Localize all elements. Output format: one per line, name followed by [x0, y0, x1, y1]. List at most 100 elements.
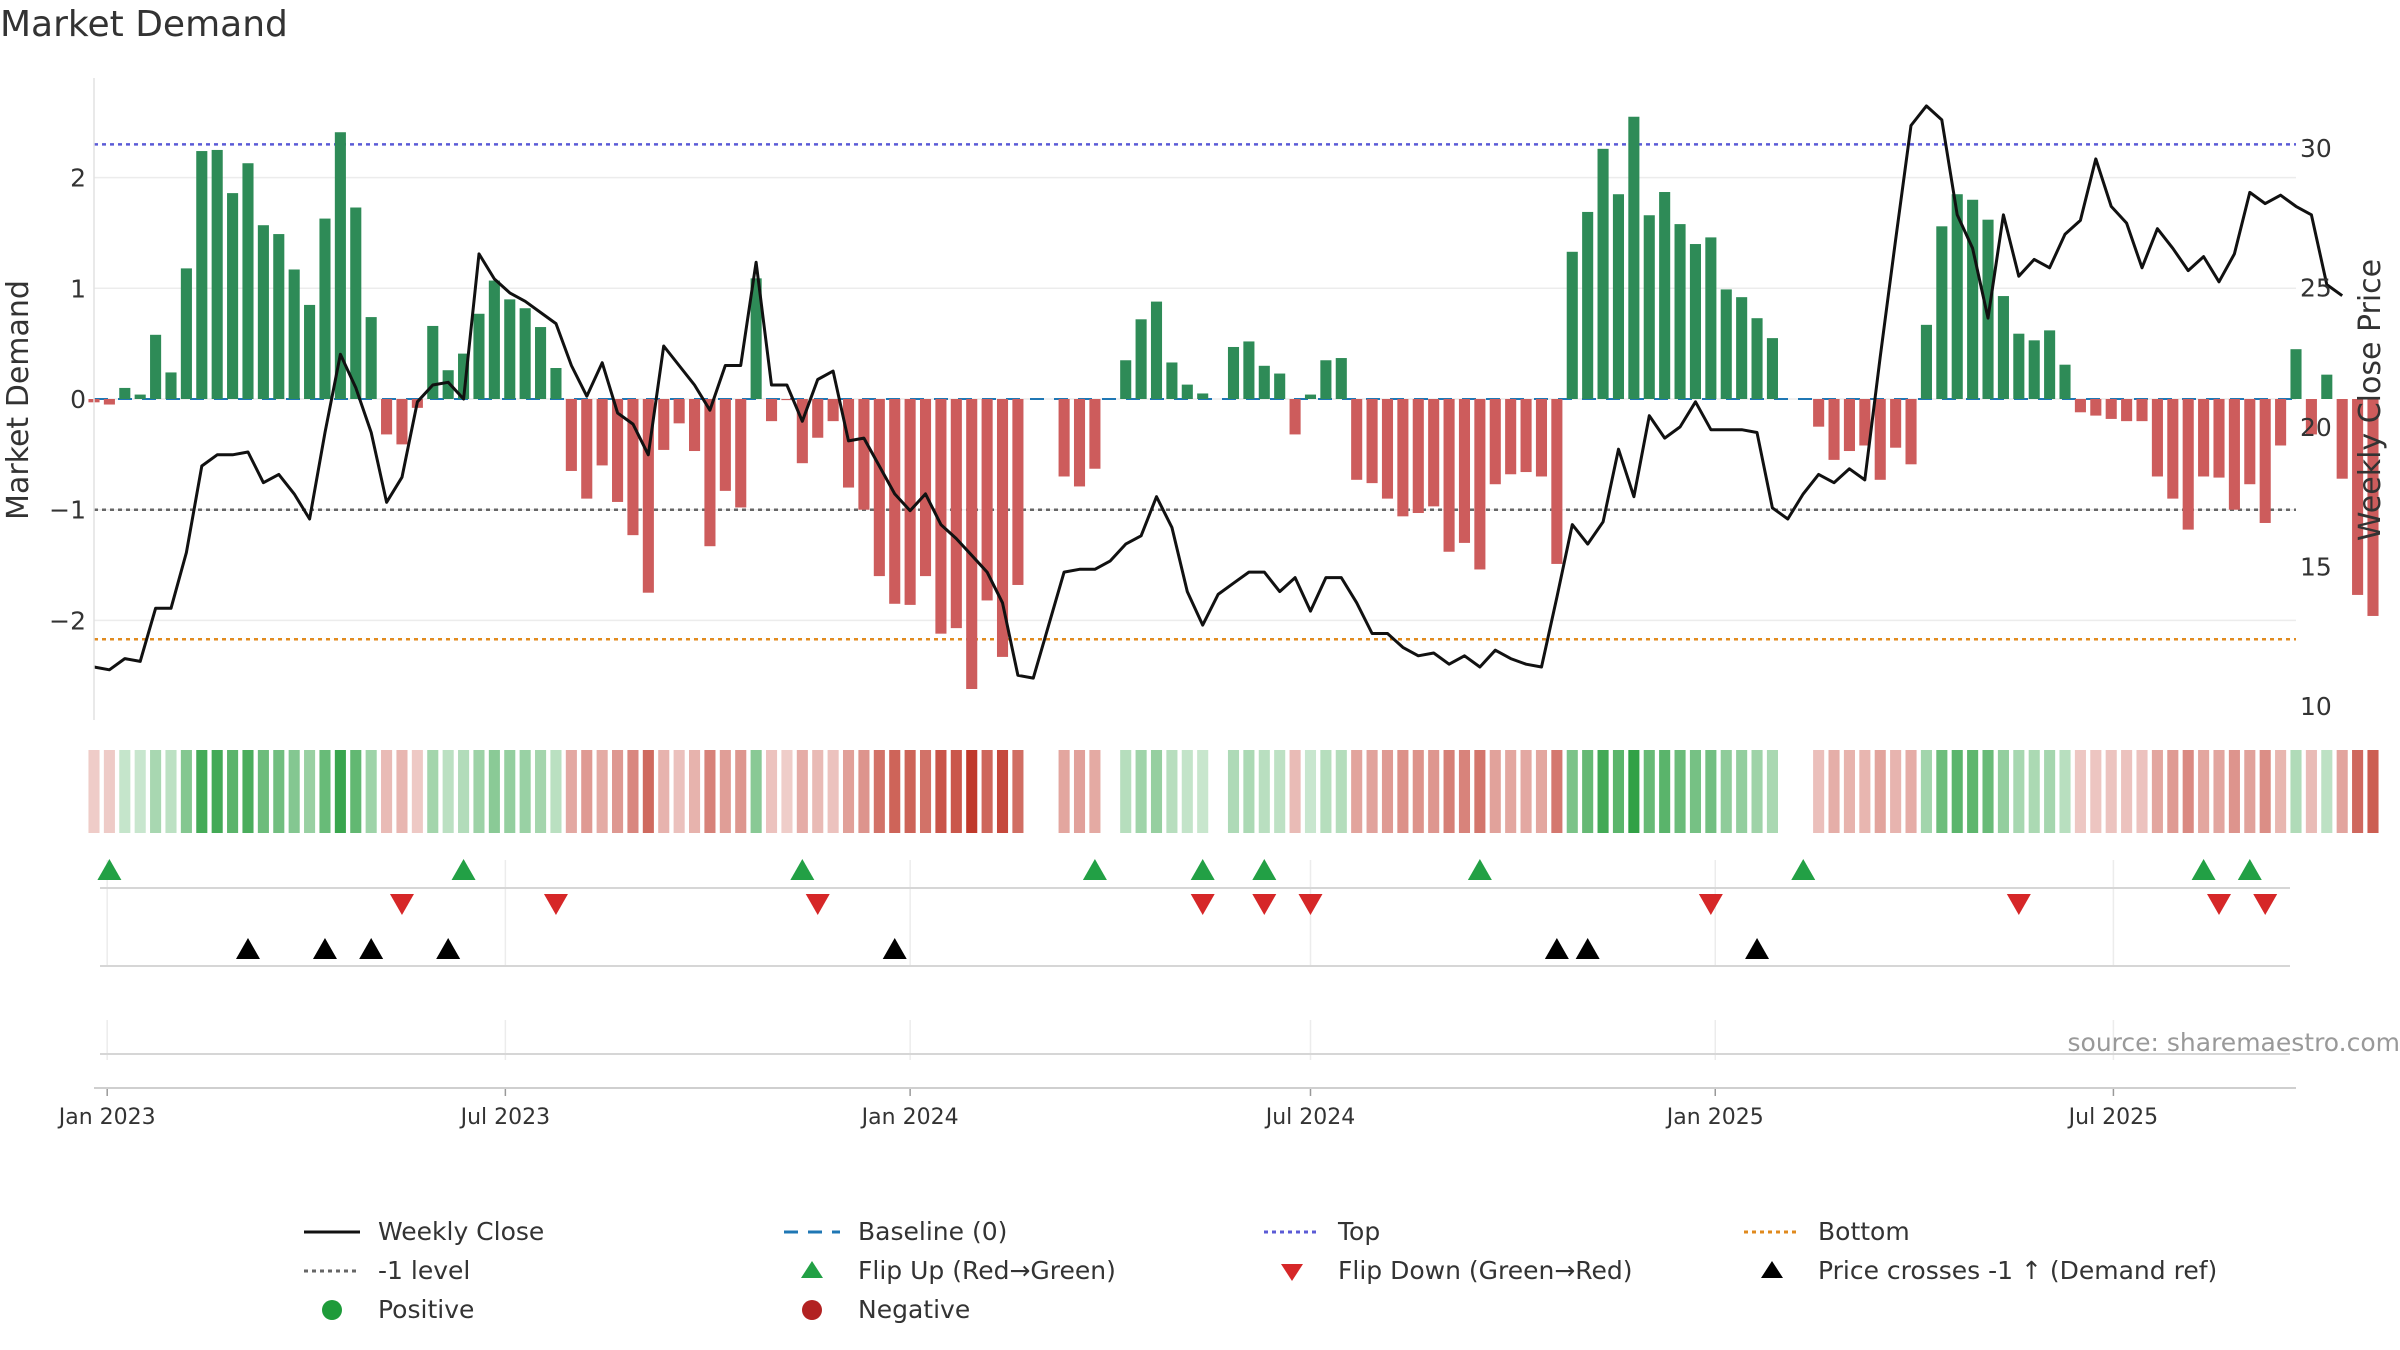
- heat-cell: [1936, 750, 1948, 833]
- source-note: source: sharemaestro.com: [2068, 1028, 2400, 1057]
- demand-bar: [1720, 289, 1732, 399]
- heat-cell: [689, 750, 701, 833]
- event-markers: [97, 859, 2278, 959]
- heat-cell: [1258, 750, 1270, 833]
- heat-cell: [196, 750, 208, 833]
- heat-cell: [827, 750, 839, 833]
- demand-bar: [1120, 360, 1132, 399]
- demand-bar: [2213, 399, 2225, 478]
- heat-cell: [2013, 750, 2025, 833]
- heat-cell: [1597, 750, 1609, 833]
- heat-cell: [1628, 750, 1640, 833]
- heat-cell: [1612, 750, 1625, 833]
- demand-bar: [1289, 399, 1301, 435]
- heat-cell: [1674, 750, 1686, 833]
- demand-bar: [180, 268, 192, 399]
- y-tick-label: 1: [70, 274, 86, 303]
- demand-bar: [2259, 399, 2271, 523]
- flip-up-marker: [2237, 859, 2262, 880]
- heat-cell: [1243, 750, 1255, 833]
- demand-bar: [1458, 399, 1471, 543]
- flip-down-marker: [1252, 894, 1277, 915]
- flip-down-marker: [1190, 894, 1215, 915]
- flip-down-marker: [805, 894, 830, 915]
- heat-cell: [1335, 750, 1347, 833]
- heat-cell: [2228, 750, 2240, 833]
- demand-bar: [1597, 148, 1609, 399]
- heat-cell: [658, 750, 670, 833]
- reference-lines: [94, 143, 2296, 641]
- flip-up-marker: [1791, 859, 1816, 880]
- demand-bar: [2182, 399, 2194, 530]
- heat-cell: [1982, 750, 1994, 833]
- heat-cell: [1181, 750, 1193, 833]
- heat-cell: [889, 750, 901, 833]
- heat-cell: [996, 750, 1009, 833]
- demand-bar: [735, 399, 747, 508]
- demand-bar: [504, 299, 516, 399]
- demand-bar: [1366, 399, 1378, 484]
- heat-cell: [227, 750, 239, 833]
- demand-bar: [1197, 393, 1209, 399]
- legend-item: -1 level: [300, 1253, 780, 1288]
- y2-tick-label: 10: [2300, 692, 2332, 721]
- demand-bar: [904, 399, 916, 605]
- heat-cell: [88, 750, 100, 833]
- heat-cell: [488, 750, 500, 833]
- demand-bar: [1428, 399, 1440, 507]
- flip-up-marker: [2191, 859, 2216, 880]
- heat-cell: [812, 750, 824, 833]
- demand-bar: [488, 280, 500, 399]
- demand-bar: [1905, 399, 1917, 465]
- weekly-close-line: [93, 104, 2344, 680]
- demand-bar: [1304, 394, 1317, 399]
- heat-cell: [1089, 750, 1101, 833]
- legend-item: Negative: [780, 1292, 1260, 1327]
- x-tick-label: Jan 2023: [57, 1105, 156, 1130]
- demand-bar: [581, 399, 593, 499]
- demand-bar: [1674, 224, 1686, 399]
- y-tick-label: −1: [49, 496, 86, 525]
- flip-up-marker: [97, 859, 122, 880]
- heat-cell: [427, 750, 439, 833]
- heat-cell: [2151, 750, 2163, 833]
- heat-cell: [904, 750, 916, 833]
- demand-bar: [2244, 399, 2256, 485]
- demand-bar: [596, 399, 608, 466]
- y2-tick-label: 20: [2300, 413, 2332, 442]
- heat-cell: [1150, 750, 1163, 833]
- legend-label: Baseline (0): [858, 1217, 1008, 1246]
- price-cross-marker: [1575, 938, 1600, 959]
- heat-cell: [612, 750, 624, 833]
- legend-dot: [322, 1299, 342, 1320]
- demand-bar: [2352, 399, 2364, 595]
- demand-bar: [1505, 399, 1517, 475]
- flip-down-marker: [1298, 894, 1323, 915]
- legend-item: Positive: [300, 1292, 780, 1327]
- demand-bar: [1381, 399, 1394, 499]
- demand-bar: [796, 399, 808, 464]
- demand-bar: [2136, 399, 2148, 422]
- demand-bar: [1736, 297, 1748, 399]
- heat-cell: [550, 750, 562, 833]
- demand-bar: [827, 399, 839, 422]
- demand-bar: [473, 313, 485, 399]
- heat-cell: [2305, 750, 2317, 833]
- heat-cell: [1351, 750, 1363, 833]
- demand-bar: [1166, 362, 1178, 399]
- heat-cell: [1689, 750, 1701, 833]
- heat-cell: [2352, 750, 2364, 833]
- demand-bar: [642, 399, 654, 593]
- demand-bar: [396, 399, 408, 445]
- axes-layer: −2 −1 0 1 2 10 15 20 25 30 Jan 2023 Jul 2023 Jan 202…: [49, 78, 2332, 1130]
- heat-cell: [673, 750, 685, 833]
- heat-cell: [1458, 750, 1471, 833]
- demand-bar: [1474, 399, 1486, 570]
- heat-cell: [257, 750, 269, 833]
- legend-label: Flip Down (Green→Red): [1338, 1256, 1633, 1285]
- heat-cell: [981, 750, 993, 833]
- heat-cell: [180, 750, 192, 833]
- demand-bar: [1874, 399, 1886, 480]
- demand-bar: [1520, 399, 1532, 473]
- demand-bar: [1073, 399, 1086, 487]
